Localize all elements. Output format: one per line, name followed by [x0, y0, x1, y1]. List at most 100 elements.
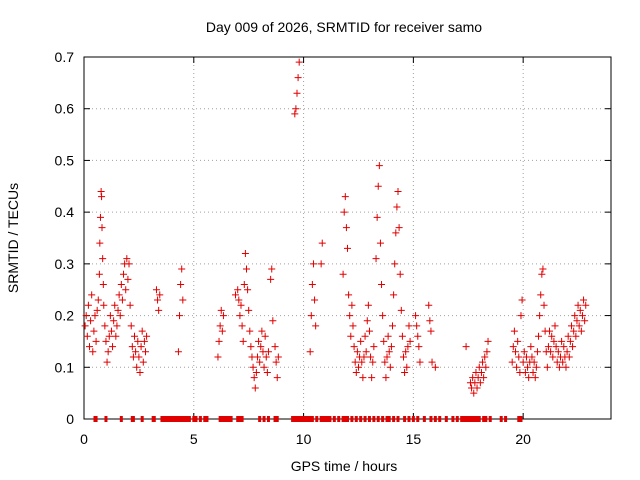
data-point: [530, 358, 538, 366]
data-point: [272, 358, 280, 366]
data-point: [116, 312, 124, 320]
data-point: [250, 374, 258, 382]
data-point: [137, 343, 145, 351]
data-point: [396, 270, 404, 278]
zero-value-point: [416, 416, 420, 422]
data-point: [177, 281, 185, 289]
zero-value-point: [392, 416, 396, 422]
data-point: [339, 270, 347, 278]
zero-value-point: [346, 416, 349, 422]
data-point: [577, 327, 585, 335]
data-point: [214, 353, 222, 361]
data-point: [98, 193, 106, 201]
data-point: [397, 306, 405, 314]
zero-value-point: [161, 416, 165, 422]
data-point: [251, 384, 259, 392]
data-point: [519, 358, 527, 366]
data-point: [264, 348, 272, 356]
data-point: [143, 332, 151, 340]
data-point: [357, 337, 365, 345]
zero-value-point: [462, 416, 466, 422]
data-point: [99, 281, 107, 289]
data-point: [215, 337, 223, 345]
data-point: [109, 343, 117, 351]
data-point: [413, 322, 421, 330]
zero-value-point: [203, 416, 207, 422]
data-point: [114, 306, 122, 314]
zero-value-point: [297, 416, 301, 422]
zero-value-point: [174, 416, 178, 422]
data-point: [539, 265, 547, 273]
zero-value-point: [170, 416, 174, 422]
data-point: [380, 337, 388, 345]
data-point: [306, 348, 314, 356]
data-points: [81, 58, 590, 422]
y-tick-label: 0.4: [55, 204, 75, 220]
zero-value-point: [326, 416, 330, 422]
data-point: [179, 296, 187, 304]
data-point: [473, 384, 481, 392]
data-point: [241, 250, 249, 258]
data-point: [349, 322, 357, 330]
data-point: [134, 337, 142, 345]
zero-value-point: [266, 416, 270, 422]
zero-value-point: [183, 416, 187, 422]
zero-value-point: [499, 416, 503, 422]
zero-value-point: [387, 416, 391, 422]
data-point: [354, 363, 362, 371]
data-point: [540, 301, 548, 309]
zero-value-point: [194, 416, 198, 422]
data-point: [580, 296, 588, 304]
zero-value-point: [438, 416, 442, 422]
data-point: [574, 301, 582, 309]
data-point: [240, 281, 248, 289]
data-point: [391, 260, 399, 268]
data-point: [242, 265, 250, 273]
data-point: [139, 358, 147, 366]
zero-value-point: [240, 416, 244, 422]
data-point: [517, 312, 525, 320]
data-point: [481, 353, 489, 361]
zero-value-point: [473, 416, 477, 422]
zero-value-point: [376, 416, 380, 422]
data-point: [576, 306, 584, 314]
zero-value-point: [262, 416, 266, 422]
data-point: [154, 296, 162, 304]
data-point: [92, 337, 100, 345]
data-point: [307, 312, 315, 320]
data-point: [118, 296, 126, 304]
data-point: [549, 353, 557, 361]
zero-value-point: [192, 416, 196, 422]
data-point: [390, 291, 398, 299]
data-point: [127, 322, 135, 330]
zero-value-point: [165, 416, 169, 422]
zero-value-point: [302, 416, 306, 422]
zero-value-point: [343, 416, 347, 422]
x-tick-label: 5: [190, 431, 198, 447]
y-tick-label: 0.5: [55, 152, 75, 168]
zero-value-point: [464, 416, 468, 422]
data-point: [572, 332, 580, 340]
data-point: [528, 353, 536, 361]
data-point: [401, 368, 409, 376]
data-point: [258, 327, 266, 335]
zero-value-point: [403, 416, 407, 422]
data-point: [402, 348, 410, 356]
data-point: [370, 343, 378, 351]
data-point: [362, 348, 370, 356]
data-point: [261, 332, 269, 340]
data-point: [383, 353, 391, 361]
zero-value-point: [367, 416, 371, 422]
data-point: [554, 348, 562, 356]
data-point: [96, 239, 104, 247]
data-point: [365, 327, 373, 335]
data-point: [346, 312, 354, 320]
data-point: [131, 332, 139, 340]
data-point: [404, 343, 412, 351]
data-point: [535, 332, 543, 340]
data-point: [105, 332, 113, 340]
zero-value-point: [372, 416, 376, 422]
zero-value-point: [319, 416, 323, 422]
data-point: [216, 322, 224, 330]
